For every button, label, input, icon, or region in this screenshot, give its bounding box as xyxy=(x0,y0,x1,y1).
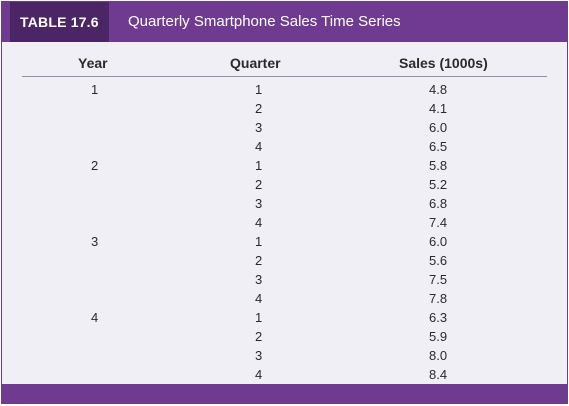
sales-cell: 6.3 xyxy=(429,310,448,325)
quarter-cell: 1 xyxy=(255,310,263,325)
column-header-sales: Sales (1000s) xyxy=(399,55,488,71)
table-row: 3 6.8 xyxy=(2,194,567,213)
quarter-cell: 1 xyxy=(255,82,263,97)
quarter-cell: 3 xyxy=(255,348,263,363)
table-number-label: TABLE 17.6 xyxy=(10,2,109,42)
table-row: 4 7.4 xyxy=(2,213,567,232)
sales-cell: 5.6 xyxy=(429,253,448,268)
title-bar: TABLE 17.6 Quarterly Smartphone Sales Ti… xyxy=(2,2,567,42)
sales-cell: 8.4 xyxy=(429,367,448,382)
quarter-cell: 3 xyxy=(255,120,263,135)
quarter-cell: 3 xyxy=(255,272,263,287)
sales-cell: 7.8 xyxy=(429,291,448,306)
quarter-cell: 3 xyxy=(255,196,263,211)
quarter-cell: 4 xyxy=(255,367,263,382)
table-row: 2 1 5.8 xyxy=(2,156,567,175)
sales-cell: 6.0 xyxy=(429,234,448,249)
table-row: 2 5.2 xyxy=(2,175,567,194)
column-header-year: Year xyxy=(78,55,108,71)
quarter-cell: 1 xyxy=(255,234,263,249)
sales-cell: 4.1 xyxy=(429,101,448,116)
table-row: 4 7.8 xyxy=(2,289,567,308)
year-cell: 2 xyxy=(91,158,99,173)
quarter-cell: 2 xyxy=(255,329,263,344)
column-header-quarter: Quarter xyxy=(230,55,281,71)
quarter-cell: 4 xyxy=(255,139,263,154)
year-cell: 4 xyxy=(91,310,99,325)
year-cell: 3 xyxy=(91,234,99,249)
table-body: 1 1 4.8 2 4.1 3 6.0 4 6.5 2 1 5.8 2 5.2 3 6.8 4 7.4 3 1 6.0 2… xyxy=(2,80,567,384)
sales-cell: 5.9 xyxy=(429,329,448,344)
table-row: 3 7.5 xyxy=(2,270,567,289)
table-row: 1 1 4.8 xyxy=(2,80,567,99)
sales-cell: 8.0 xyxy=(429,348,448,363)
table-row: 2 5.6 xyxy=(2,251,567,270)
table-row: 2 4.1 xyxy=(2,99,567,118)
header-divider xyxy=(22,76,547,77)
table-title: Quarterly Smartphone Sales Time Series xyxy=(128,13,401,30)
sales-cell: 6.0 xyxy=(429,120,448,135)
footer-bar xyxy=(2,384,567,403)
table-row: 3 6.0 xyxy=(2,118,567,137)
sales-cell: 4.8 xyxy=(429,82,448,97)
quarter-cell: 1 xyxy=(255,158,263,173)
sales-cell: 6.5 xyxy=(429,139,448,154)
quarter-cell: 2 xyxy=(255,177,263,192)
sales-cell: 7.4 xyxy=(429,215,448,230)
sales-cell: 7.5 xyxy=(429,272,448,287)
sales-cell: 5.8 xyxy=(429,158,448,173)
sales-cell: 5.2 xyxy=(429,177,448,192)
table-row: 3 1 6.0 xyxy=(2,232,567,251)
table-row: 4 6.5 xyxy=(2,137,567,156)
quarter-cell: 2 xyxy=(255,101,263,116)
quarter-cell: 4 xyxy=(255,215,263,230)
quarter-cell: 4 xyxy=(255,291,263,306)
sales-cell: 6.8 xyxy=(429,196,448,211)
quarter-cell: 2 xyxy=(255,253,263,268)
table-row: 4 8.4 xyxy=(2,365,567,384)
table-row: 3 8.0 xyxy=(2,346,567,365)
year-cell: 1 xyxy=(91,82,99,97)
table-row: 2 5.9 xyxy=(2,327,567,346)
table-row: 4 1 6.3 xyxy=(2,308,567,327)
